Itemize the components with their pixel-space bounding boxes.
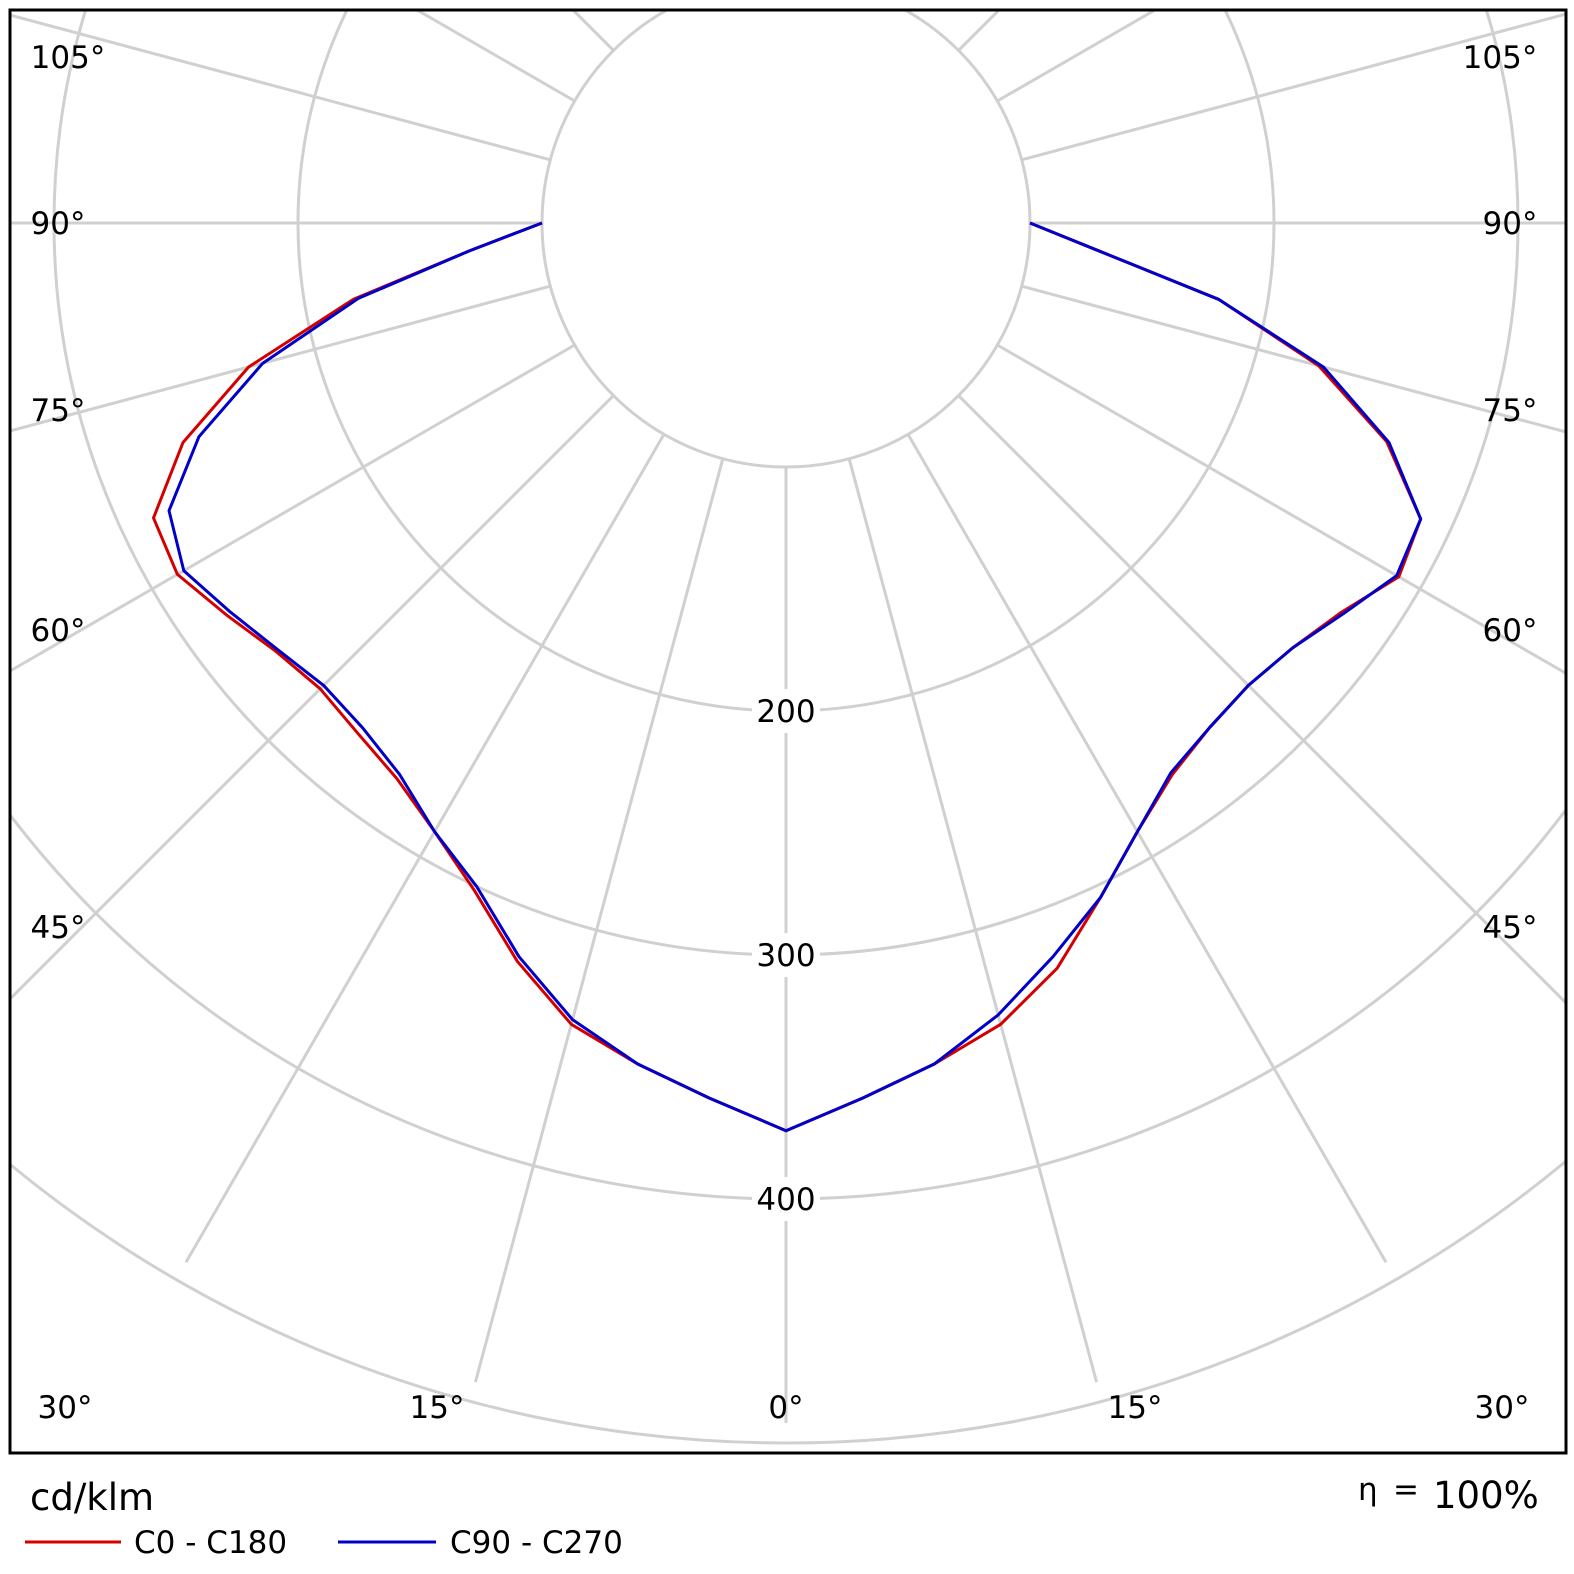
radial-label-bg [752, 689, 820, 733]
angle-tick-label: 15° [1108, 1390, 1163, 1426]
series-curves [152, 221, 1423, 1133]
angle-tick-label: 90° [1483, 206, 1538, 242]
efficiency-equals: = [1393, 1472, 1419, 1508]
efficiency-readout: η = 100% [1358, 1472, 1539, 1517]
angle-tick-label: 60° [1483, 613, 1538, 649]
angle-tick-label: 15° [410, 1390, 465, 1426]
radial-tick-label: 300 [756, 938, 815, 974]
grid-spoke-75-left [11, 284, 551, 433]
grid-spoke-30-right [906, 433, 1388, 1263]
grid-spoke-105-left [11, 13, 551, 162]
grid-spoke-15-left [473, 458, 725, 1383]
grid-spoke-120-right [996, 11, 1157, 103]
efficiency-symbol: η [1358, 1472, 1378, 1508]
radial-tick-label: 200 [756, 694, 815, 730]
radial-tick-label: 400 [756, 1182, 815, 1218]
angle-tick-label: 60° [31, 613, 86, 649]
angle-tick-label: 90° [31, 206, 86, 242]
grid-spoke-105-right [1021, 12, 1565, 162]
grid-spoke-15-right [847, 458, 1099, 1383]
angle-tick-label: 30° [38, 1390, 93, 1426]
grid-spoke-120-left [415, 11, 576, 103]
grid-spoke-75-right [1021, 284, 1565, 434]
legend-label-c90-c270: C90 - C270 [450, 1525, 623, 1561]
legend: C0 - C180 C90 - C270 [25, 1525, 623, 1561]
angle-tick-label: 30° [1475, 1390, 1530, 1426]
angle-tick-label: 0° [768, 1390, 803, 1426]
angle-tick-label: 45° [31, 910, 86, 946]
radial-label-bg [752, 1177, 820, 1221]
unit-label: cd/klm [30, 1476, 154, 1519]
grid-spoke-30-left [184, 433, 666, 1263]
tick-labels: 200 300 400 105° 105° 90° 90° 75° 75° 60° 60° 45° 45… [31, 40, 1538, 1426]
legend-label-c0-c180: C0 - C180 [134, 1525, 287, 1561]
grid-spoke-45-left [11, 394, 615, 1001]
angle-tick-label: 45° [1483, 910, 1538, 946]
radial-label-bg [752, 933, 820, 977]
grid-spoke-60-right [996, 343, 1565, 675]
angle-tick-label: 75° [1483, 393, 1538, 429]
angle-tick-label: 105° [1463, 40, 1538, 76]
angle-tick-label: 75° [31, 393, 86, 429]
grid-spoke-60-left [11, 343, 576, 673]
grid-circle-100 [540, 11, 1032, 469]
plot-frame [8, 8, 1568, 1455]
grid-circle-500 [11, 1159, 1565, 1445]
efficiency-value: 100% [1433, 1474, 1539, 1517]
grid-spoke-45-right [957, 394, 1565, 1005]
angle-tick-label: 105° [31, 40, 106, 76]
series-line-c90-c270 [167, 221, 1423, 1133]
